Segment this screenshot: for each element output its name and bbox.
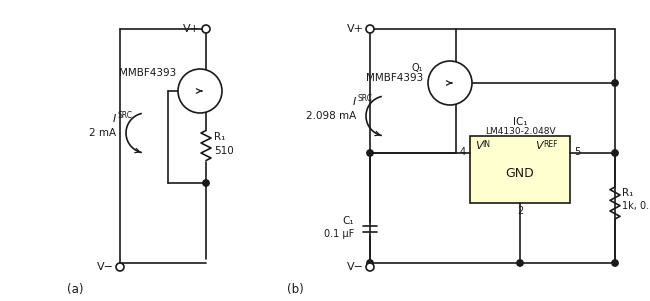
Text: V: V <box>475 141 482 151</box>
Text: (a): (a) <box>67 283 83 296</box>
Text: (b): (b) <box>287 283 304 296</box>
Text: SRC: SRC <box>117 111 132 120</box>
Text: R₁: R₁ <box>214 132 226 142</box>
Text: C₁: C₁ <box>343 216 354 226</box>
Text: V: V <box>535 141 543 151</box>
Text: IN: IN <box>482 140 490 149</box>
Circle shape <box>612 260 618 266</box>
Text: R₁: R₁ <box>622 188 633 198</box>
Text: 2.098 mA: 2.098 mA <box>306 111 356 121</box>
Circle shape <box>367 260 373 266</box>
Text: MMBF4393: MMBF4393 <box>366 73 423 83</box>
Text: 510: 510 <box>214 145 234 156</box>
Text: MMBF4393: MMBF4393 <box>119 68 176 78</box>
Circle shape <box>202 25 210 33</box>
Text: V−: V− <box>347 262 364 272</box>
Text: V+: V+ <box>347 24 364 34</box>
Text: IC₁: IC₁ <box>513 117 527 127</box>
Text: I: I <box>112 114 116 124</box>
Circle shape <box>612 80 618 86</box>
Text: 0.1 μF: 0.1 μF <box>324 229 354 239</box>
Circle shape <box>366 25 374 33</box>
Text: REF: REF <box>543 140 558 149</box>
Circle shape <box>366 263 374 271</box>
Text: 4: 4 <box>460 147 466 157</box>
Text: I: I <box>353 97 356 107</box>
Text: GND: GND <box>506 167 534 180</box>
Circle shape <box>203 180 209 186</box>
Circle shape <box>612 150 618 156</box>
Circle shape <box>367 150 373 156</box>
Circle shape <box>517 260 523 266</box>
Text: V−: V− <box>97 262 114 272</box>
Text: 2: 2 <box>517 206 523 216</box>
Text: Q₁: Q₁ <box>411 63 423 73</box>
Text: V+: V+ <box>183 24 200 34</box>
Circle shape <box>428 61 472 105</box>
Text: LM4130-2.048V: LM4130-2.048V <box>485 126 555 135</box>
Text: 1k, 0.1%: 1k, 0.1% <box>622 201 650 211</box>
Bar <box>470 136 570 203</box>
Circle shape <box>178 69 222 113</box>
Text: 5: 5 <box>574 147 580 157</box>
Text: SRC: SRC <box>357 94 372 103</box>
Text: 2 mA: 2 mA <box>89 128 116 138</box>
Circle shape <box>116 263 124 271</box>
